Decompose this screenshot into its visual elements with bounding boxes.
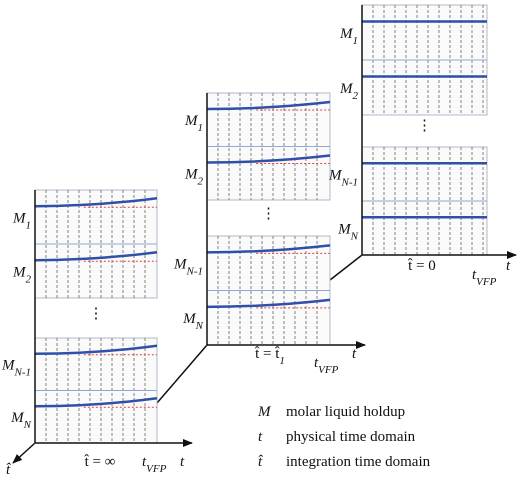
- row-label-sub: 2: [353, 90, 359, 102]
- time-label-sub: 1: [279, 355, 285, 367]
- holdup-curve: [206, 244, 331, 254]
- t-vfp-label-sub: VFP: [476, 276, 496, 288]
- connector: [329, 254, 363, 281]
- row-label-sub: N-1: [341, 176, 359, 188]
- row-label-base: M: [328, 167, 343, 183]
- row-label-base: M: [12, 264, 27, 280]
- row-label-sub: N: [23, 419, 32, 431]
- ellipsis: ⋮: [261, 206, 276, 222]
- row-label: MN-1: [173, 257, 203, 278]
- time-label-base: t̂ = 0: [407, 258, 436, 274]
- t-vfp-label-sub: VFP: [318, 364, 338, 376]
- t-vfp-label-base: t: [314, 355, 319, 371]
- row-label: M2: [339, 81, 359, 102]
- row-label-base: M: [173, 257, 188, 273]
- time-label-base: t̂ = ∞: [84, 454, 116, 470]
- row-label: MN-1: [328, 167, 358, 188]
- row-label-base: M: [10, 410, 25, 426]
- row-label: M2: [12, 264, 32, 285]
- t-vfp-label-sub: VFP: [146, 463, 166, 475]
- time-label-base: t̂ = t̂: [254, 346, 280, 362]
- row-label-base: M: [12, 210, 27, 226]
- ellipsis: ⋮: [89, 306, 104, 322]
- integration-axis-label: t̂: [6, 462, 11, 478]
- row-label-base: M: [184, 113, 199, 129]
- ellipsis: ⋮: [417, 118, 432, 134]
- t-vfp-label-base: t: [142, 454, 147, 470]
- row-label: M2: [184, 167, 204, 188]
- row-label-sub: N-1: [14, 367, 32, 379]
- row-label: MN: [337, 221, 359, 242]
- t-vfp-label: tVFP: [472, 267, 497, 288]
- t-vfp-label: tVFP: [314, 355, 339, 376]
- t-vfp-label-base: t: [472, 267, 477, 283]
- row-label-base: M: [184, 167, 199, 183]
- axis-label: t: [180, 454, 185, 470]
- row-label-sub: N: [195, 320, 204, 332]
- holdup-curve: [206, 100, 331, 111]
- time-label: t̂ = ∞: [84, 454, 116, 470]
- row-label-base: M: [1, 358, 16, 374]
- axis-label: t: [506, 258, 511, 274]
- row-label: M1: [12, 210, 31, 231]
- row-label-sub: 2: [198, 176, 204, 188]
- row-label-base: M: [182, 311, 197, 327]
- connector: [156, 344, 208, 404]
- time-label: t̂ = 0: [407, 258, 436, 274]
- time-label: t̂ = t̂1: [254, 346, 285, 367]
- t-vfp-label: tVFP: [142, 454, 167, 475]
- holdup-curve: [206, 298, 331, 309]
- holdup-curve: [34, 397, 158, 408]
- row-label: MN-1: [1, 358, 31, 379]
- legend-text: physical time domain: [286, 429, 416, 445]
- row-label: M1: [184, 113, 203, 134]
- row-label-base: M: [337, 221, 352, 237]
- legend-text: molar liquid holdup: [286, 404, 405, 420]
- row-label-sub: 2: [26, 273, 32, 285]
- row-label: MN: [10, 410, 32, 431]
- holdup-curve: [34, 344, 158, 355]
- row-label-sub: N-1: [186, 266, 204, 278]
- holdup-curve: [206, 154, 331, 164]
- row-label-base: M: [339, 26, 354, 42]
- legend-symbol: M: [257, 404, 272, 420]
- holdup-curve: [34, 250, 158, 262]
- row-label-sub: N: [350, 230, 359, 242]
- legend-symbol: t: [258, 429, 263, 445]
- row-label-sub: 1: [353, 35, 359, 47]
- legend-symbol: t̂: [258, 454, 263, 470]
- integration-axis: [12, 442, 36, 464]
- row-label: MN: [182, 311, 204, 332]
- row-label-sub: 1: [26, 219, 32, 231]
- row-label-base: M: [339, 81, 354, 97]
- row-label-sub: 1: [198, 122, 204, 134]
- legend-text: integration time domain: [286, 454, 431, 470]
- row-label: M1: [339, 26, 358, 47]
- holdup-curve: [34, 196, 158, 208]
- axis-label: t: [352, 346, 357, 362]
